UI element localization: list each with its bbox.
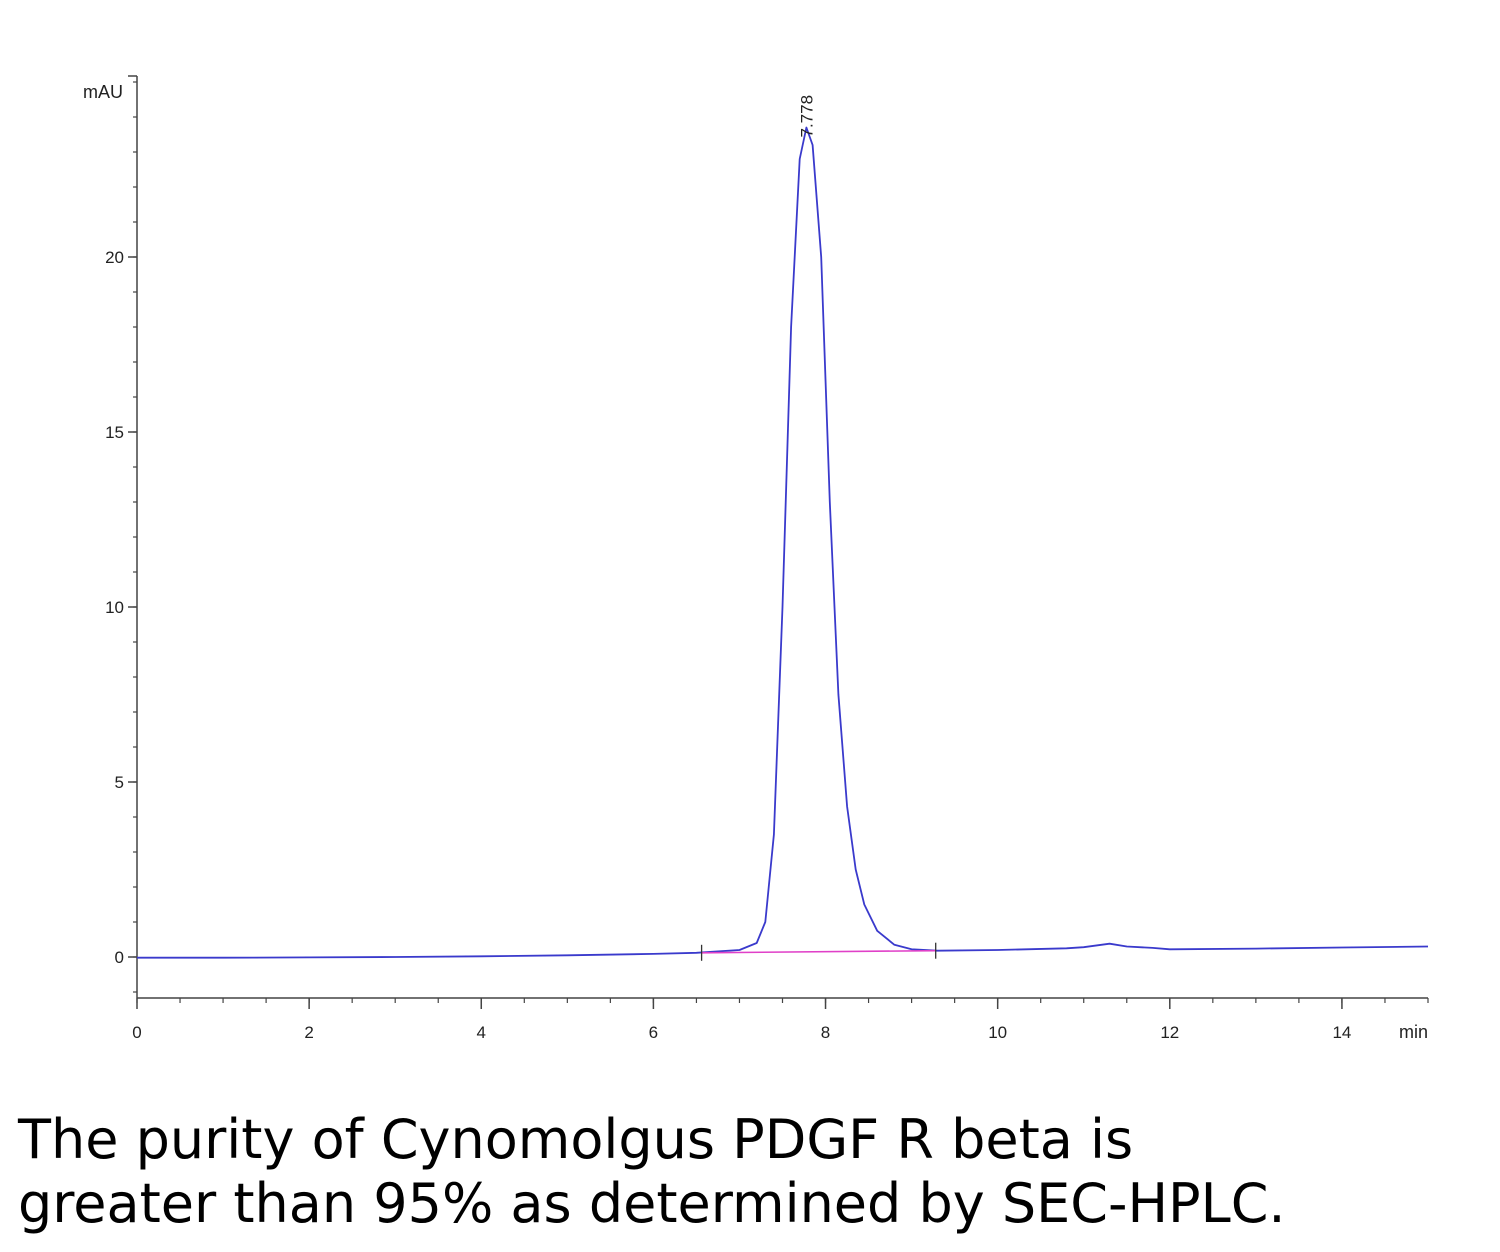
axes bbox=[128, 75, 1429, 1009]
x-tick-label: 4 bbox=[477, 1023, 486, 1042]
y-tick-label: 10 bbox=[105, 598, 124, 617]
x-axis-unit-label: min bbox=[1399, 1022, 1428, 1042]
caption-line-1: The purity of Cynomolgus PDGF R beta is bbox=[18, 1108, 1134, 1171]
x-tick-label: 2 bbox=[304, 1023, 313, 1042]
chromatogram-trace bbox=[137, 126, 1429, 959]
y-tick-label: 0 bbox=[115, 948, 124, 967]
axis-labels: 0 5 10 15 20 mAU 0 2 4 6 8 10 12 14 min 7.778 bbox=[83, 82, 1428, 1042]
y-tick-label: 15 bbox=[105, 423, 124, 442]
figure-caption: The purity of Cynomolgus PDGF R beta is … bbox=[18, 1108, 1478, 1236]
plot-marks bbox=[136, 126, 1429, 961]
x-tick-label: 10 bbox=[988, 1023, 1007, 1042]
x-tick-label: 0 bbox=[132, 1023, 141, 1042]
y-tick-label: 5 bbox=[115, 773, 124, 792]
caption-line-2: greater than 95% as determined by SEC-HP… bbox=[18, 1172, 1286, 1235]
x-tick-label: 14 bbox=[1332, 1023, 1351, 1042]
x-tick-label: 12 bbox=[1160, 1023, 1179, 1042]
peak-retention-label: 7.778 bbox=[797, 95, 816, 138]
baseline-integration-line bbox=[701, 949, 936, 954]
chromatogram-chart: 0 5 10 15 20 mAU 0 2 4 6 8 10 12 14 min 7.778 bbox=[83, 75, 1429, 1042]
x-tick-label: 8 bbox=[821, 1023, 830, 1042]
x-tick-label: 6 bbox=[649, 1023, 658, 1042]
y-axis-unit-label: mAU bbox=[83, 82, 123, 102]
y-tick-label: 20 bbox=[105, 248, 124, 267]
